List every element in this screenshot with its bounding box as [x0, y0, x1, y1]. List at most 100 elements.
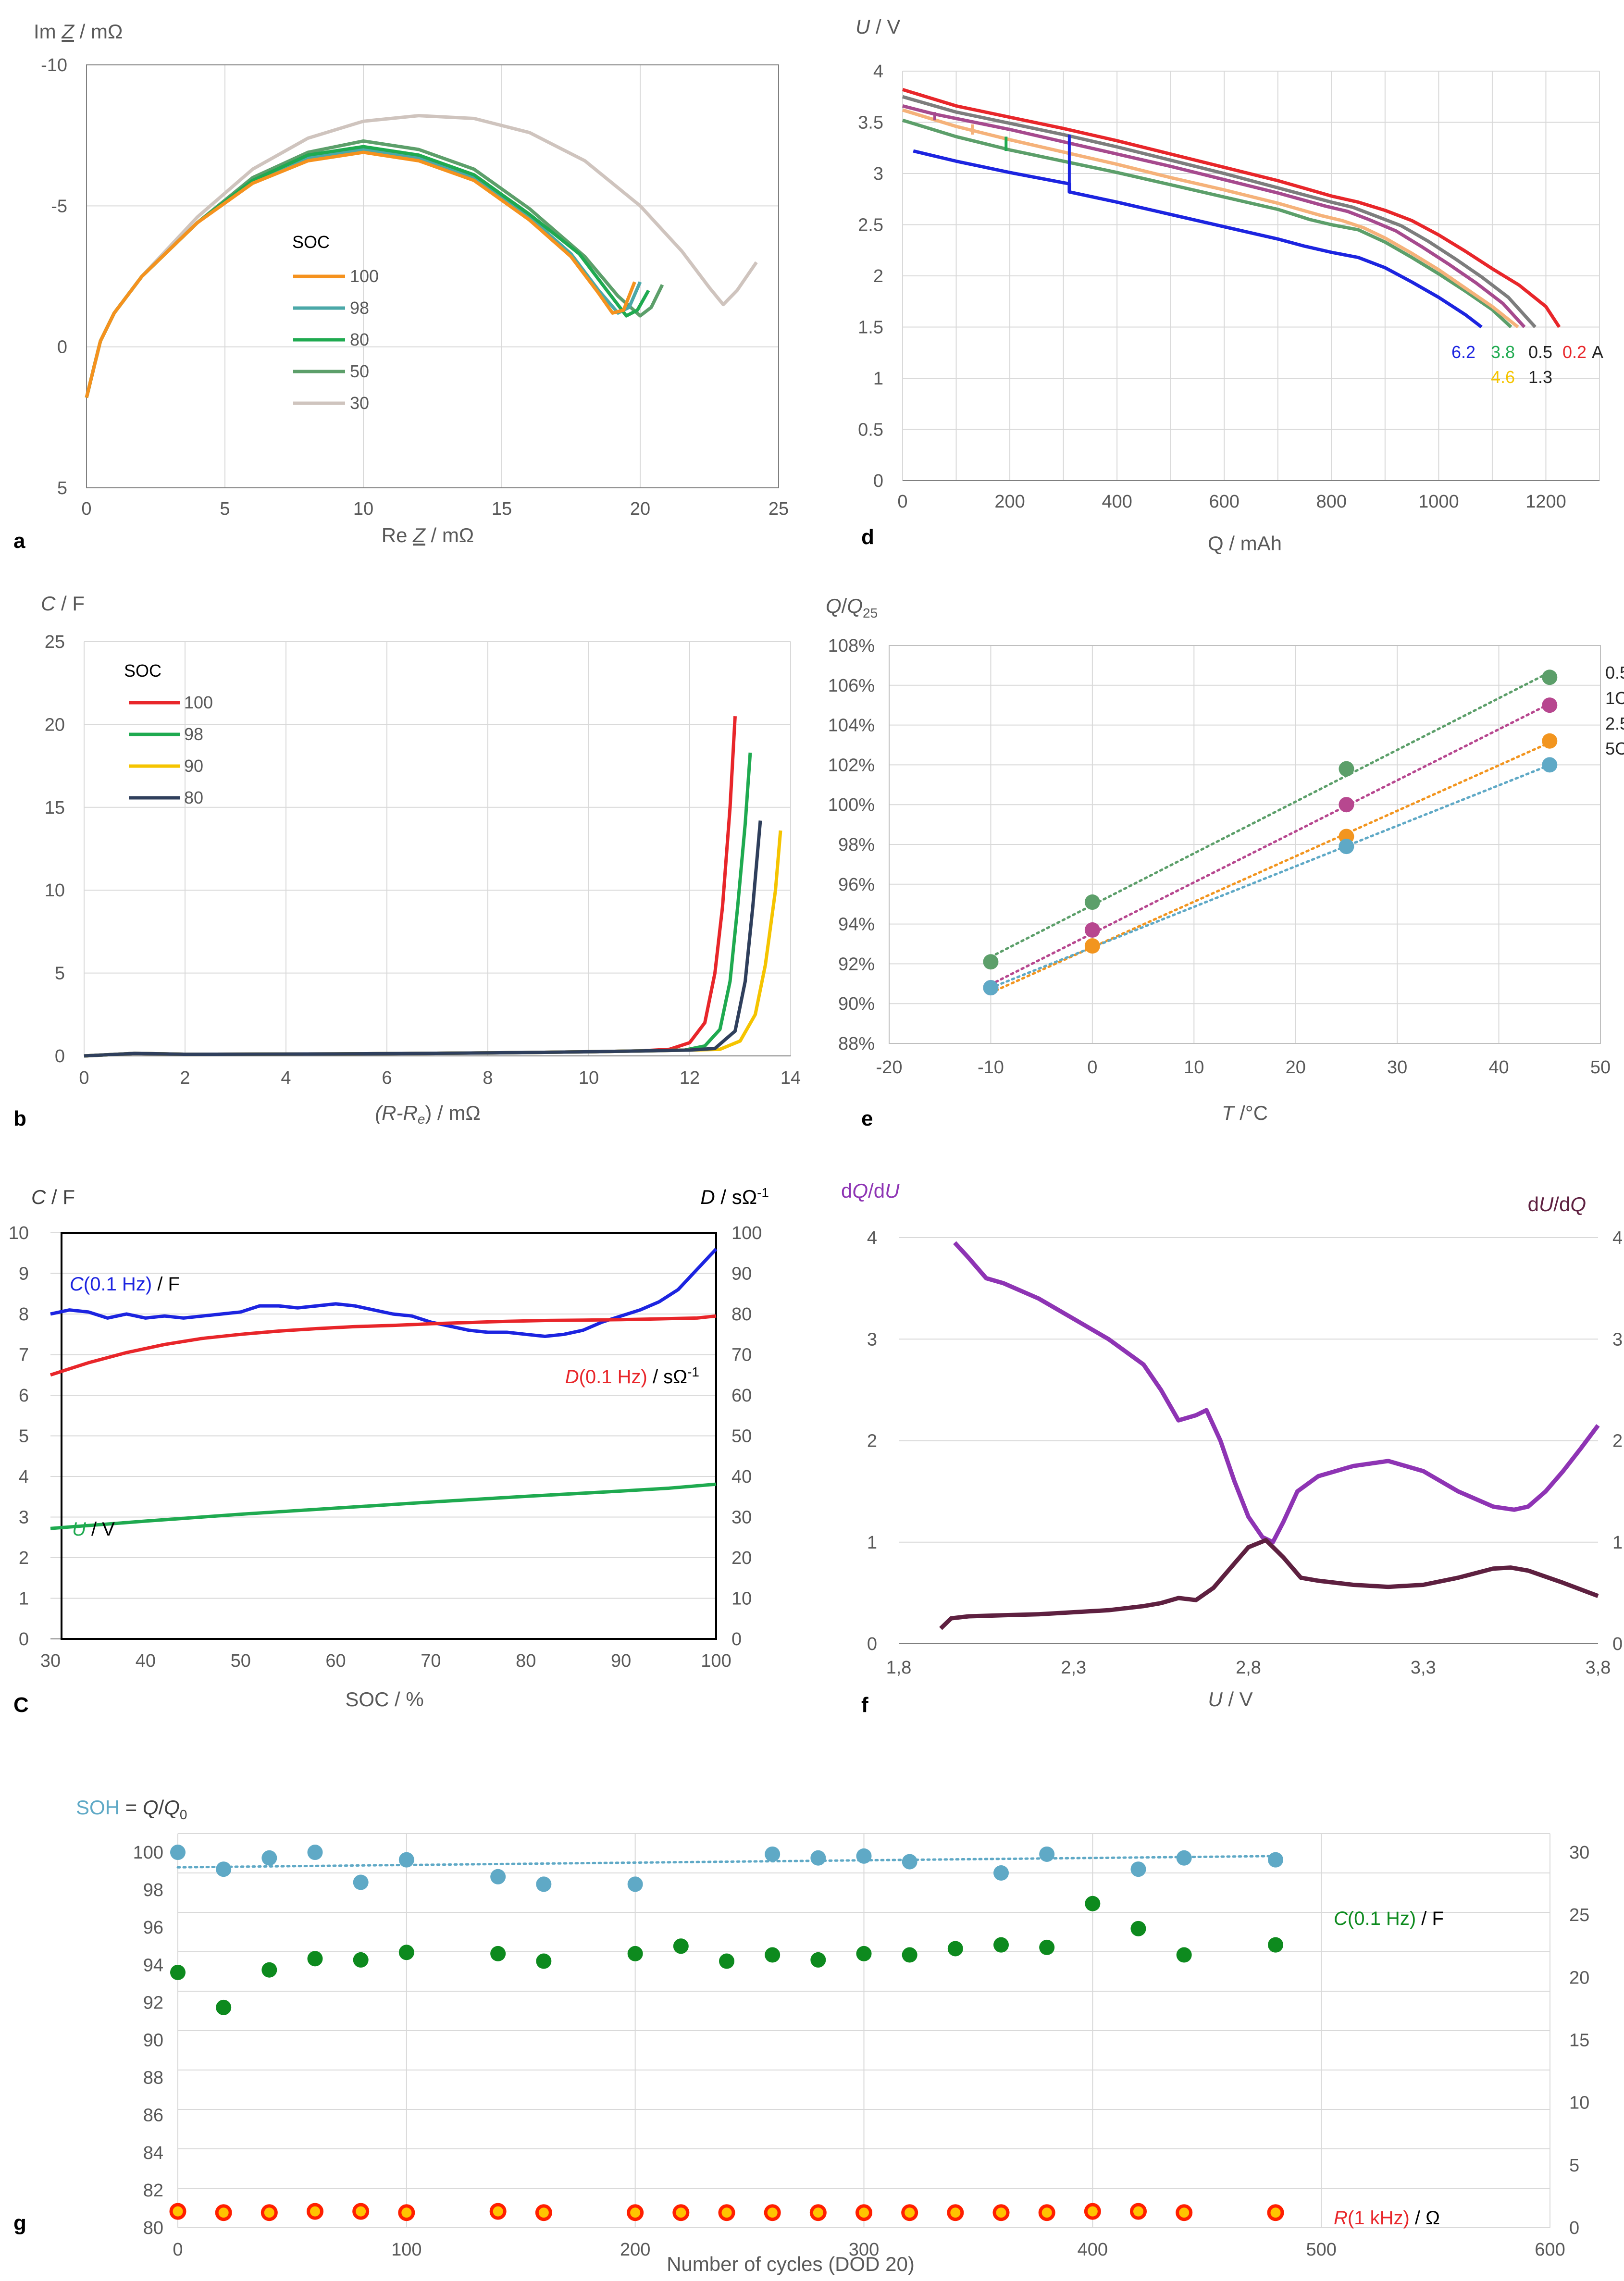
panel-e-ytick: 106% — [828, 676, 875, 696]
panel-c-xlabel: SOC / % — [345, 1688, 423, 1711]
panel-e-xtick: -10 — [978, 1057, 1004, 1078]
panel-c-xtick: 60 — [325, 1651, 346, 1671]
panel-g-point-R1kHz — [855, 2204, 872, 2221]
panel-f-y2tick: 3 — [1612, 1329, 1623, 1350]
panel-b-xtick: 8 — [483, 1068, 493, 1088]
panel-g-point-R1kHz — [352, 2203, 370, 2220]
panel-b-ytick: 0 — [55, 1046, 65, 1066]
panel-a-legend-label: 80 — [350, 330, 369, 349]
panel-g-y2tick: 0 — [1569, 2218, 1579, 2238]
panel-e-point-0.5C — [1084, 894, 1100, 910]
panel-f-series-dU-dQ — [939, 1538, 1599, 1630]
panel-g-point-R1kHz — [307, 2203, 323, 2220]
panel-d-xtick: 1000 — [1418, 492, 1459, 512]
panel-e-series-label: 1C — [1605, 688, 1624, 708]
panel-f-y2tick: 0 — [1612, 1634, 1623, 1654]
panel-e-xtick: 20 — [1286, 1057, 1306, 1078]
panel-b-ytick: 5 — [55, 964, 65, 984]
panel-d-current-1.3: 1.3 — [1528, 367, 1552, 387]
panel-c-y2tick: 80 — [731, 1304, 752, 1325]
panel-a-xtick: 15 — [492, 499, 512, 519]
panel-g-point-R1kHz — [947, 2204, 964, 2221]
panel-c-y2tick: 20 — [731, 1548, 752, 1568]
panel-g-ytick: 90 — [143, 2031, 163, 2051]
panel-g-point-SOH — [856, 1848, 872, 1864]
panel-c-ytick: 7 — [19, 1345, 29, 1365]
panel-g-point-R1kHz — [627, 2204, 644, 2221]
panel-b-xtick: 0 — [79, 1068, 89, 1088]
panel-e-point-0.5C — [983, 954, 999, 970]
panel-b-series-80 — [84, 820, 762, 1058]
panel-c-ytick: 1 — [19, 1589, 29, 1609]
panel-a-frame — [86, 64, 779, 488]
panel-a-ytick: 0 — [57, 337, 67, 358]
panel-b-legend-label: 100 — [184, 693, 213, 712]
panel-g-xtick: 300 — [849, 2240, 879, 2260]
panel-d-xtick: 0 — [897, 492, 907, 512]
panel-a-xtick: 10 — [353, 499, 373, 519]
panel-f-xtick: 3,8 — [1586, 1658, 1611, 1678]
panel-b-ytick: 25 — [45, 632, 65, 652]
panel-d-current-0.5: 0.5 — [1528, 342, 1552, 362]
panel-g-point-R1kHz — [764, 2204, 781, 2221]
panel-d-series-0.2A — [902, 87, 1561, 328]
panel-f-xtick: 3,3 — [1411, 1658, 1436, 1678]
panel-e-ytick: 102% — [828, 755, 875, 775]
panel-g-point-C01Hz — [673, 1938, 689, 1954]
panel-g-ytick: 92 — [143, 1993, 163, 2013]
panel-g-point-C01Hz — [1268, 1937, 1283, 1953]
panel-g-point-C01Hz — [719, 1953, 734, 1969]
panel-d-xtick: 600 — [1209, 492, 1240, 512]
panel-b-ytick: 10 — [45, 880, 65, 901]
panel-d-series-4.6A — [902, 108, 1519, 329]
panel-a-ylabel: Im Z / mΩ — [34, 20, 123, 43]
panel-c-soc-chart: 30 40 50 60 70 80 90 10001234567891001020304050… — [9, 1223, 762, 1671]
panel-a-legend-label: 98 — [350, 298, 369, 318]
panel-g-point-C01Hz — [902, 1947, 917, 1963]
panel-g-point-C01Hz — [307, 1951, 323, 1967]
panel-g-point-C01Hz — [1130, 1921, 1146, 1936]
panel-e-point-5C — [1339, 839, 1354, 855]
panel-a-legend-label: 30 — [350, 393, 369, 413]
panel-d-ytick: 3 — [873, 164, 883, 184]
panel-e-ytick: 90% — [838, 994, 875, 1014]
panel-c-label: C — [13, 1693, 29, 1717]
panel-c-y2tick: 10 — [731, 1589, 752, 1609]
panel-g-y2tick: 10 — [1569, 2093, 1589, 2113]
panel-g-point-R1kHz — [809, 2204, 827, 2221]
panel-b-ylabel: C / F — [41, 592, 85, 615]
panel-c-y2tick: 0 — [731, 1629, 742, 1649]
panel-b-capacitance-chart: 0 2 4 6 8 10 12 14 0 5 10 15 20 25 100 98 90 80 — [45, 632, 801, 1088]
panel-g-point-C01Hz — [947, 1941, 963, 1957]
panel-e-trendline-2.5C — [989, 741, 1551, 994]
panel-b-ytick: 20 — [45, 715, 65, 735]
panel-g-xtick: 400 — [1078, 2240, 1108, 2260]
panel-d-current-0.2: 0.2 — [1562, 342, 1587, 362]
panel-f-ytick: 4 — [867, 1228, 877, 1248]
panel-f-y2tick: 2 — [1612, 1431, 1623, 1451]
panel-g-ytick: 94 — [143, 1955, 163, 1975]
panel-c-xtick: 90 — [611, 1651, 631, 1671]
panel-c-ytick: 2 — [19, 1548, 29, 1568]
panel-e-point-2.5C — [1084, 938, 1100, 954]
panel-c-series-U — [50, 1482, 717, 1530]
panel-g-point-SOH — [170, 1845, 186, 1860]
panel-e-temperature-chart: -20 -10 0 10 20 30 40 50 88% 90% 92% 94% 96% 98% 100% 1… — [828, 636, 1624, 1078]
panel-c-y2tick: 50 — [731, 1426, 752, 1447]
panel-f-y2tick: 1 — [1612, 1533, 1623, 1553]
panel-d-series-6.2A — [913, 149, 1483, 329]
panel-f-ytick: 3 — [867, 1329, 877, 1350]
panel-g-point-SOH — [1039, 1846, 1055, 1862]
panel-g-ytick: 98 — [143, 1880, 163, 1900]
panel-g-point-R1kHz — [1084, 2203, 1101, 2220]
panel-d-ylabel: U / V — [855, 15, 900, 38]
panel-e-ytick: 94% — [838, 915, 875, 935]
panel-b-xtick: 12 — [680, 1068, 700, 1088]
panel-g-point-SOH — [536, 1876, 552, 1892]
panel-a-xlabel: Re Z / mΩ — [382, 524, 474, 546]
panel-f-xtick: 2,8 — [1236, 1658, 1261, 1678]
panel-c-ylabel: C / F — [31, 1186, 75, 1208]
panel-g-point-C01Hz — [1176, 1947, 1192, 1963]
panel-g-ylabel: SOH = Q/Q0 — [76, 1796, 187, 1822]
